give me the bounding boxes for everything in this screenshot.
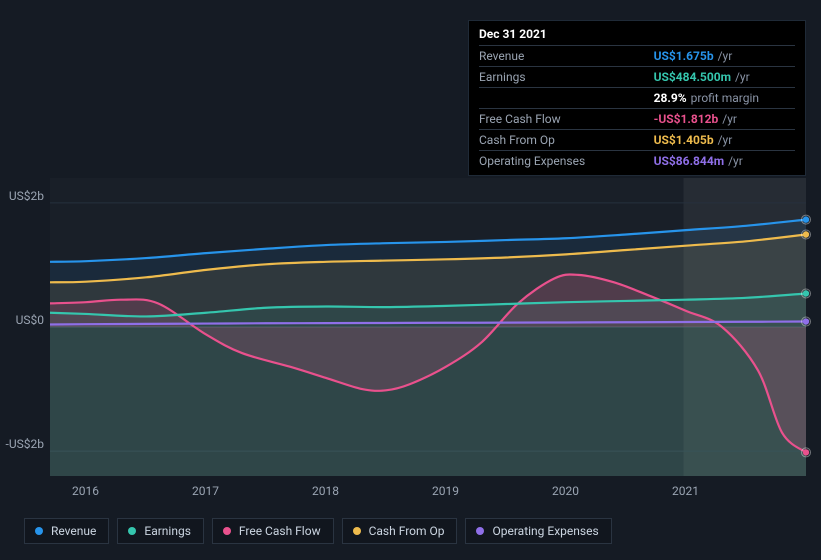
legend-item[interactable]: Operating Expenses	[465, 518, 611, 544]
legend-dot-icon	[353, 527, 361, 535]
y-axis-tick-label: US$2b	[9, 189, 44, 203]
legend-item[interactable]: Free Cash Flow	[212, 518, 334, 544]
legend-item-label: Earnings	[144, 524, 191, 538]
financials-chart[interactable]: US$2b US$0 -US$2b 2016 2017 2018 2019 2020 2021	[0, 0, 821, 560]
legend-item[interactable]: Cash From Op	[342, 518, 458, 544]
legend-dot-icon	[223, 527, 231, 535]
x-axis-tick-label: 2017	[192, 484, 219, 498]
legend-dot-icon	[35, 527, 43, 535]
legend-item[interactable]: Earnings	[117, 518, 204, 544]
legend-item-label: Revenue	[51, 524, 96, 538]
x-axis-tick-label: 2019	[432, 484, 459, 498]
legend-dot-icon	[476, 527, 484, 535]
x-axis-tick-label: 2016	[72, 484, 99, 498]
legend-item-label: Free Cash Flow	[239, 524, 321, 538]
chart-legend: Revenue Earnings Free Cash Flow Cash From O…	[24, 518, 612, 544]
x-axis-tick-label: 2020	[552, 484, 579, 498]
x-axis-tick-label: 2021	[672, 484, 699, 498]
x-axis-tick-label: 2018	[312, 484, 339, 498]
legend-item-label: Operating Expenses	[492, 524, 598, 538]
legend-dot-icon	[128, 527, 136, 535]
legend-item-label: Cash From Op	[369, 524, 445, 538]
y-axis-tick-label: US$0	[16, 313, 44, 327]
legend-item[interactable]: Revenue	[24, 518, 109, 544]
y-axis-tick-label: -US$2b	[6, 437, 44, 451]
